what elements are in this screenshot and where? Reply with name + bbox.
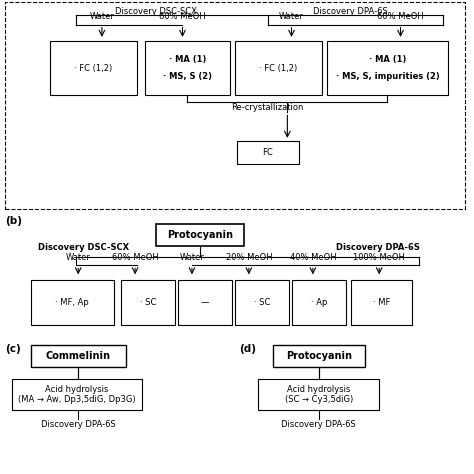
- Bar: [351, 280, 412, 325]
- Text: (d): (d): [239, 344, 256, 354]
- Text: · MF: · MF: [373, 298, 390, 307]
- Text: · MS, S, impurities (2): · MS, S, impurities (2): [336, 72, 439, 81]
- Text: · FC (1,2): · FC (1,2): [259, 64, 298, 73]
- Text: · MA (1): · MA (1): [369, 55, 406, 64]
- Bar: [258, 379, 379, 410]
- Bar: [31, 280, 114, 325]
- Text: · MA (1): · MA (1): [169, 55, 206, 64]
- Bar: [5, 2, 465, 209]
- Text: · SC: · SC: [254, 298, 270, 307]
- Text: Water: Water: [279, 12, 304, 21]
- Bar: [273, 345, 365, 367]
- Bar: [235, 280, 289, 325]
- Text: Re-crystallization: Re-crystallization: [232, 103, 304, 112]
- Text: Discovery DPA-6S: Discovery DPA-6S: [281, 420, 356, 429]
- Text: Discovery DSC-SCX: Discovery DSC-SCX: [38, 243, 129, 252]
- Text: · MS, S (2): · MS, S (2): [163, 72, 212, 81]
- Bar: [178, 280, 232, 325]
- Text: FC: FC: [263, 148, 273, 156]
- Bar: [156, 224, 244, 246]
- Bar: [121, 280, 175, 325]
- Text: · MF, Ap: · MF, Ap: [55, 298, 89, 307]
- Text: Acid hydrolysis
(MA → Aw, Dp3,5diG, Dp3G): Acid hydrolysis (MA → Aw, Dp3,5diG, Dp3G…: [18, 385, 136, 404]
- Text: Water: Water: [66, 253, 91, 262]
- Text: 60% MeOH: 60% MeOH: [377, 12, 424, 21]
- Text: 20% MeOH: 20% MeOH: [226, 253, 272, 262]
- Text: —: —: [201, 298, 209, 307]
- Text: 60% MeOH: 60% MeOH: [112, 253, 158, 262]
- Bar: [235, 41, 322, 95]
- Bar: [50, 41, 137, 95]
- Text: 40% MeOH: 40% MeOH: [290, 253, 336, 262]
- Text: 100% MeOH: 100% MeOH: [353, 253, 405, 262]
- Text: Water: Water: [90, 12, 114, 21]
- Bar: [31, 345, 126, 367]
- Text: Discovery DPA-6S: Discovery DPA-6S: [313, 7, 388, 16]
- Text: (c): (c): [5, 344, 20, 354]
- Text: · FC (1,2): · FC (1,2): [74, 64, 113, 73]
- Text: Water: Water: [180, 253, 204, 262]
- Text: · SC: · SC: [140, 298, 156, 307]
- Text: Commelinin: Commelinin: [46, 351, 111, 361]
- Text: Acid hydrolysis
(SC → Cy3,5diG): Acid hydrolysis (SC → Cy3,5diG): [285, 385, 353, 404]
- Bar: [327, 41, 448, 95]
- Bar: [12, 379, 142, 410]
- Text: Protocyanin: Protocyanin: [167, 230, 233, 240]
- Text: 60% MeOH: 60% MeOH: [159, 12, 206, 21]
- Text: Discovery DPA-6S: Discovery DPA-6S: [336, 243, 419, 252]
- Text: · Ap: · Ap: [310, 298, 327, 307]
- Text: (b): (b): [5, 216, 22, 226]
- Bar: [292, 280, 346, 325]
- Text: Discovery DSC-SCX: Discovery DSC-SCX: [116, 7, 197, 16]
- Bar: [237, 141, 299, 164]
- Text: Protocyanin: Protocyanin: [286, 351, 352, 361]
- Text: Discovery DPA-6S: Discovery DPA-6S: [41, 420, 116, 429]
- Bar: [145, 41, 230, 95]
